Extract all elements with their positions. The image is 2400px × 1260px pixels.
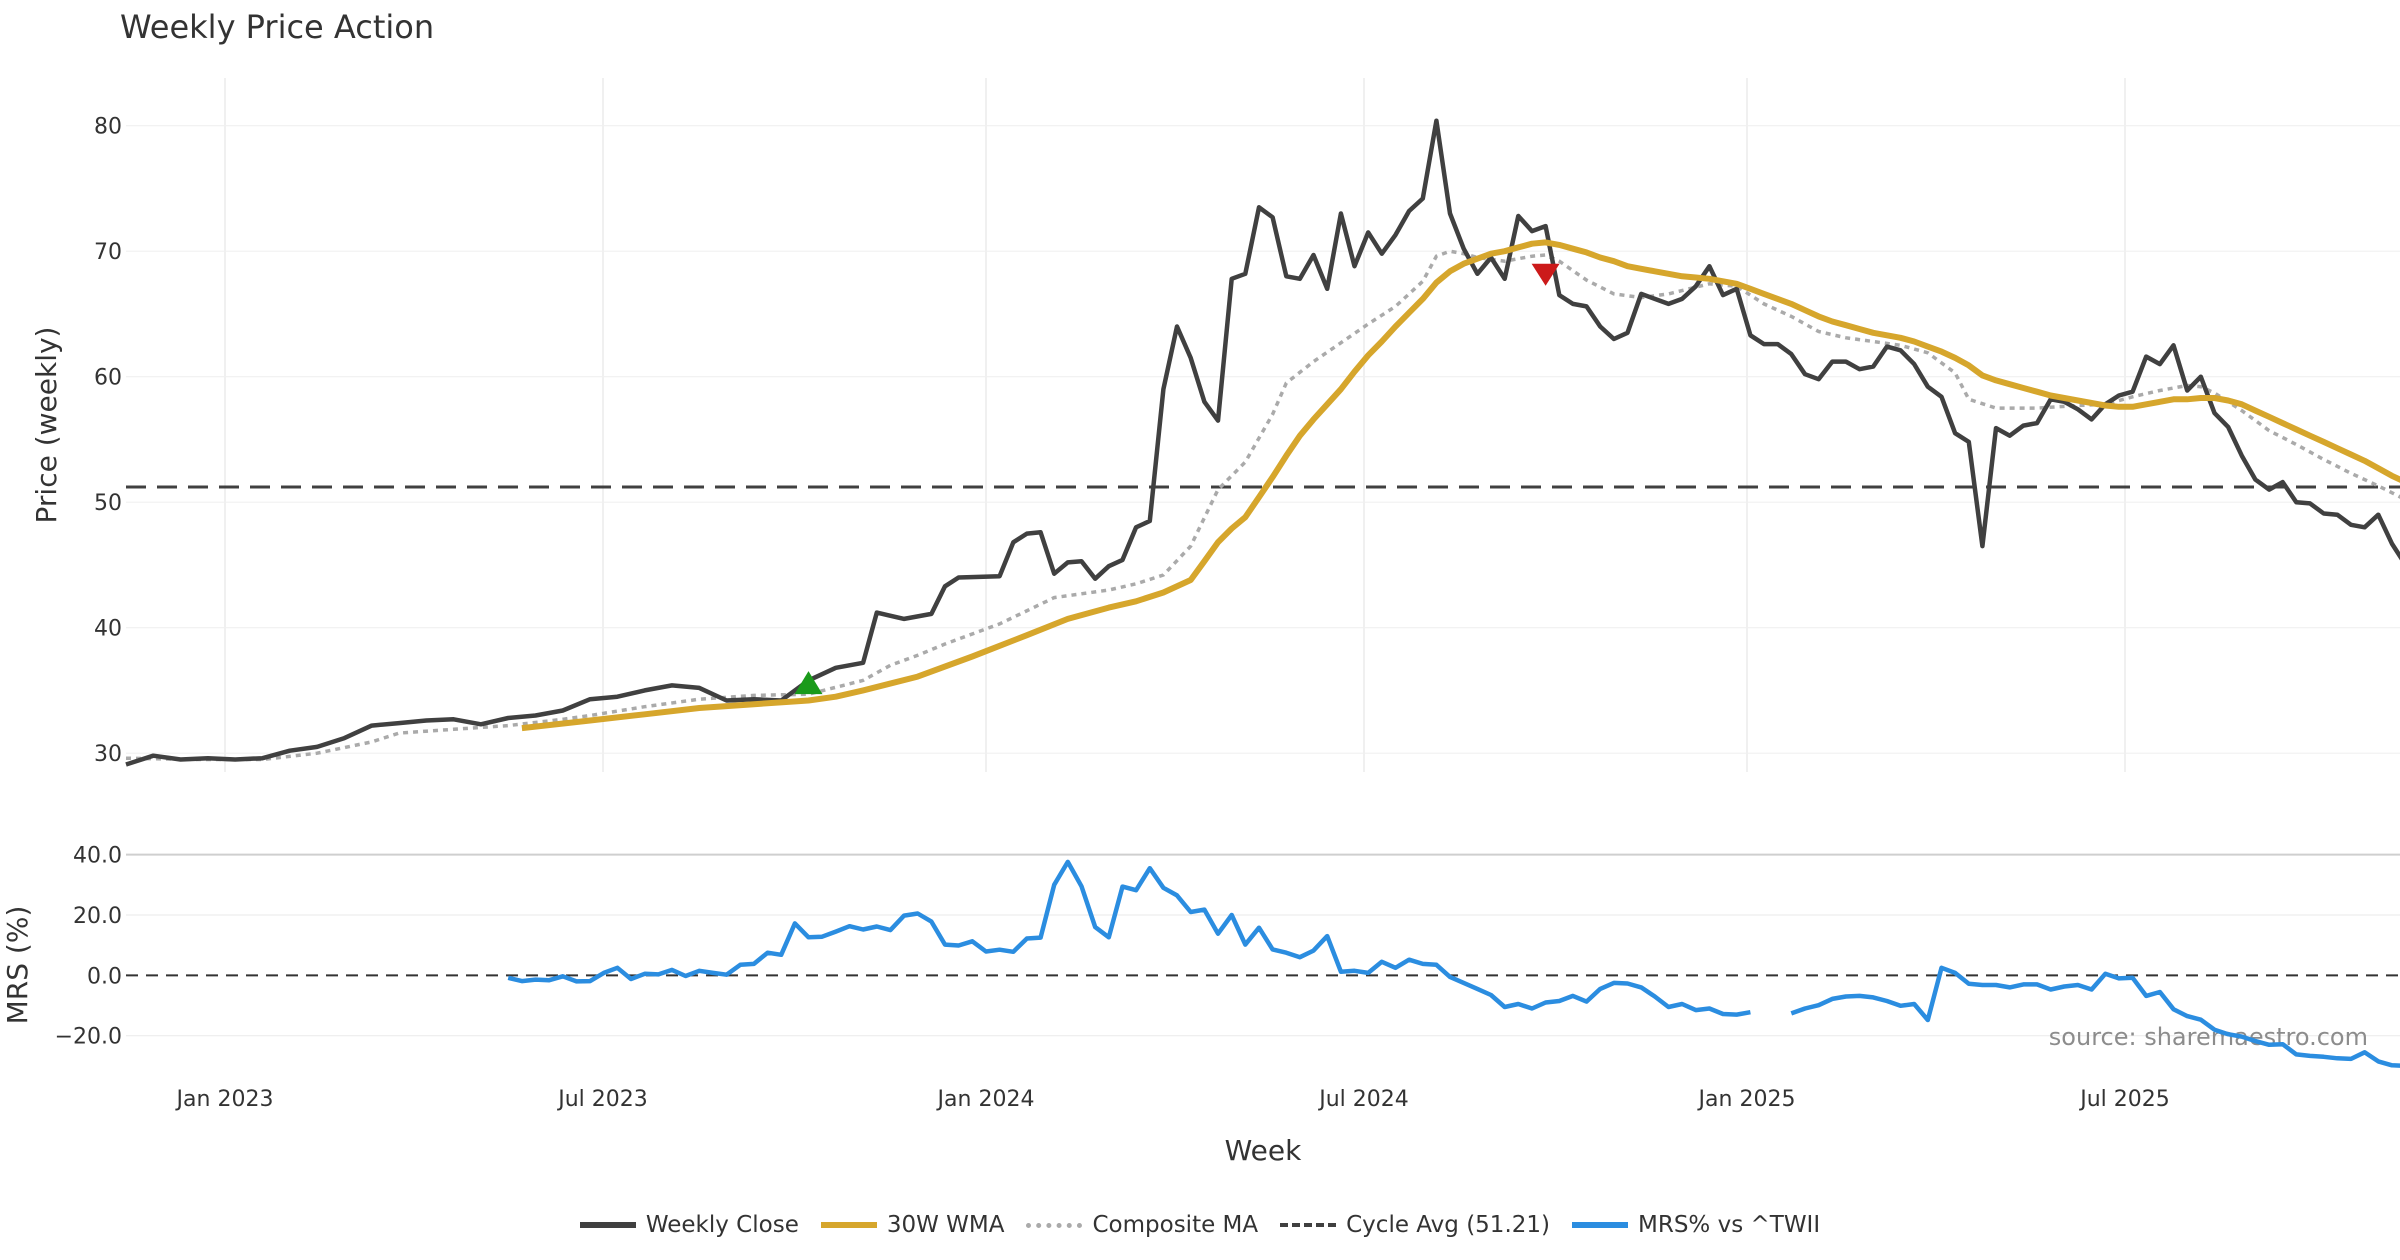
price-y-axis-title: Price (weekly) bbox=[30, 327, 63, 524]
mrs-line-segment-1 bbox=[507, 859, 1751, 1017]
chart-title: Weekly Price Action bbox=[120, 8, 434, 46]
x-tick-label: Jul 2024 bbox=[1317, 1087, 1409, 1112]
mrs-ytick-2: 0.0 bbox=[87, 964, 122, 989]
mrs-ytick-1: 20.0 bbox=[73, 904, 122, 929]
legend-swatch bbox=[1280, 1223, 1337, 1227]
x-axis-title: Week bbox=[1225, 1134, 1302, 1167]
legend-swatch bbox=[1026, 1222, 1083, 1228]
legend-item: Composite MA bbox=[1026, 1212, 1258, 1238]
legend-item: Cycle Avg (51.21) bbox=[1280, 1212, 1550, 1238]
price-ytick-40: 40 bbox=[94, 617, 122, 642]
x-tick-label: Jan 2025 bbox=[1697, 1087, 1796, 1112]
legend-item: 30W WMA bbox=[820, 1212, 1005, 1238]
legend-label: Weekly Close bbox=[645, 1212, 799, 1238]
price-ytick-30: 30 bbox=[94, 742, 122, 767]
composite-ma-line bbox=[125, 249, 2400, 762]
mrs-ytick-0: 40.0 bbox=[73, 844, 122, 869]
legend-label: Composite MA bbox=[1092, 1212, 1259, 1238]
mrs-ytick-3: −20.0 bbox=[55, 1025, 122, 1050]
price-ytick-70: 70 bbox=[94, 240, 122, 265]
legend-swatch bbox=[579, 1222, 636, 1228]
wma-30w-line bbox=[521, 239, 2400, 732]
legend-swatch bbox=[820, 1222, 877, 1228]
legend-label: Cycle Avg (51.21) bbox=[1346, 1212, 1550, 1238]
buy-signal-marker bbox=[794, 671, 823, 695]
price-ytick-80: 80 bbox=[94, 115, 122, 140]
price-ytick-60: 60 bbox=[94, 366, 122, 391]
legend-item: Weekly Close bbox=[579, 1212, 799, 1238]
price-ytick-50: 50 bbox=[94, 491, 122, 516]
legend: Weekly Close 30W WMA Composite MA Cycle Avg… bbox=[0, 1212, 2400, 1238]
legend-label: MRS% vs ^TWII bbox=[1638, 1212, 1821, 1238]
x-tick-label: Jan 2024 bbox=[936, 1087, 1035, 1112]
x-tick-label: Jan 2023 bbox=[175, 1087, 274, 1112]
mrs-line-segment-2 bbox=[1790, 965, 2400, 1068]
legend-label: 30W WMA bbox=[886, 1212, 1005, 1238]
legend-item: MRS% vs ^TWII bbox=[1572, 1212, 1820, 1238]
legend-swatch bbox=[1572, 1222, 1628, 1228]
sell-signal-marker bbox=[1531, 263, 1560, 286]
mrs-y-axis-title: MRS (%) bbox=[1, 906, 34, 1025]
x-tick-label: Jul 2023 bbox=[556, 1087, 648, 1112]
x-tick-label: Jul 2025 bbox=[2078, 1087, 2170, 1112]
weekly-close-line bbox=[125, 118, 2400, 767]
